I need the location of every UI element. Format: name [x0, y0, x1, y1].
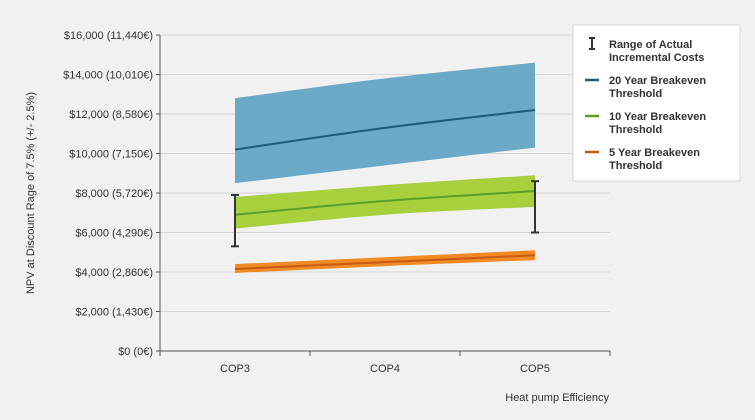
legend-label: Threshold [609, 124, 662, 136]
y-tick-label: $6,000 (4,290€) [75, 228, 153, 240]
legend-label: 5 Year Breakeven [609, 147, 700, 159]
y-tick-labels: $0 (0€) $2,000 (1,430€) $4,000 (2,860€) $6,… [63, 30, 153, 358]
y-axis-title: NPV at Discount Rage of 7.5% (+/- 2.5%) [25, 92, 37, 294]
legend-label: 20 Year Breakeven [609, 75, 706, 87]
legend-label: Range of Actual [609, 39, 692, 51]
y-tick-label: $10,000 (7,150€) [69, 149, 153, 161]
y-tick-label: $2,000 (1,430€) [75, 307, 153, 319]
legend-label: 10 Year Breakeven [609, 111, 706, 123]
series-band-1 [235, 62, 535, 184]
series-line-3 [234, 254, 536, 271]
legend-label: Incremental Costs [609, 52, 704, 64]
y-tick-label: $0 (0€) [118, 346, 153, 358]
series-line-1 [234, 109, 536, 151]
y-tick-label: $8,000 (5,720€) [75, 188, 153, 200]
legend-box [572, 24, 741, 182]
legend-label: Threshold [609, 160, 662, 172]
x-tick-label: COP5 [520, 363, 550, 375]
x-tick-label: COP3 [220, 363, 250, 375]
y-tick-label: $16,000 (11,440€) [64, 30, 153, 42]
y-tick-label: $14,000 (10,010€) [63, 70, 153, 82]
x-axis-title: Heat pump Efficiency [505, 392, 609, 404]
y-tick-label: $4,000 (2,860€) [75, 267, 153, 279]
axes [156, 34, 611, 356]
error-bars [231, 180, 539, 248]
legend-label: Threshold [609, 88, 662, 100]
series-line-2 [234, 190, 536, 216]
x-tick-label: COP4 [370, 363, 400, 375]
y-tick-label: $12,000 (8,580€) [69, 109, 153, 121]
x-tick-labels: COP3 COP4 COP5 [220, 363, 550, 375]
series-lines [234, 109, 536, 271]
